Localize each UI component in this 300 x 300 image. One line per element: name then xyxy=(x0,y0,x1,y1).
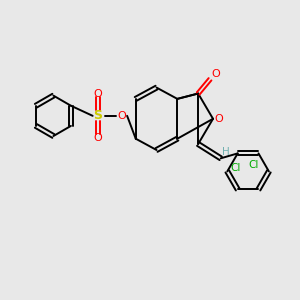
Text: O: O xyxy=(211,69,220,79)
Text: O: O xyxy=(214,114,223,124)
Text: Cl: Cl xyxy=(248,160,258,170)
Text: S: S xyxy=(94,109,103,122)
Text: O: O xyxy=(94,133,102,143)
Text: H: H xyxy=(222,147,230,157)
Text: Cl: Cl xyxy=(230,163,241,173)
Text: O: O xyxy=(94,88,102,98)
Text: O: O xyxy=(117,111,126,121)
